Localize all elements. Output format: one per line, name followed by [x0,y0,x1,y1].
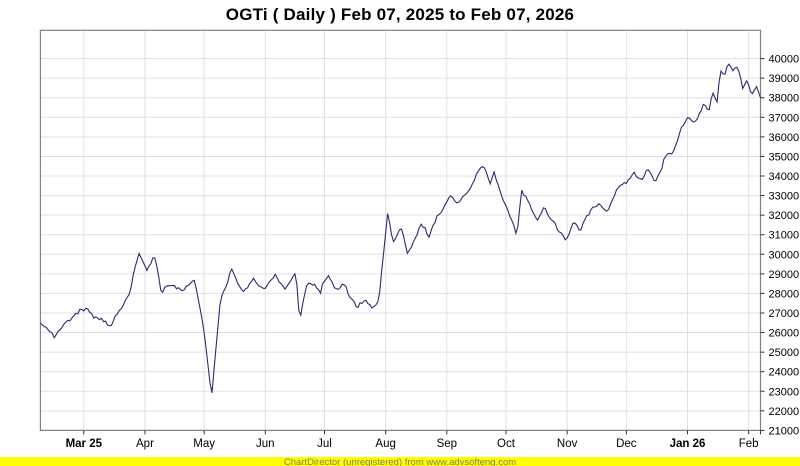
svg-text:Aug: Aug [375,438,395,450]
svg-text:35000: 35000 [769,151,800,163]
svg-text:37000: 37000 [769,112,800,124]
svg-text:22000: 22000 [769,406,800,418]
svg-text:24000: 24000 [769,367,800,379]
svg-text:Oct: Oct [497,438,516,450]
svg-text:Nov: Nov [557,438,578,450]
svg-text:May: May [193,438,215,450]
svg-text:Jun: Jun [256,438,275,450]
svg-text:38000: 38000 [769,93,800,105]
svg-text:Dec: Dec [616,438,637,450]
svg-text:34000: 34000 [769,171,800,183]
svg-text:Mar 25: Mar 25 [66,438,103,450]
svg-text:28000: 28000 [769,288,800,300]
svg-text:Sep: Sep [437,438,457,450]
svg-text:25000: 25000 [769,347,800,359]
svg-text:33000: 33000 [769,191,800,203]
svg-text:29000: 29000 [769,269,800,281]
svg-text:36000: 36000 [769,132,800,144]
svg-text:21000: 21000 [769,425,800,437]
svg-text:Feb: Feb [739,438,759,450]
svg-text:39000: 39000 [769,73,800,85]
svg-text:26000: 26000 [769,328,800,340]
svg-text:30000: 30000 [769,249,800,261]
svg-text:23000: 23000 [769,386,800,398]
svg-text:Jan 26: Jan 26 [670,438,706,450]
svg-text:40000: 40000 [769,54,800,66]
svg-text:32000: 32000 [769,210,800,222]
svg-text:Apr: Apr [136,438,154,450]
svg-text:31000: 31000 [769,230,800,242]
svg-text:27000: 27000 [769,308,800,320]
svg-text:Jul: Jul [317,438,332,450]
